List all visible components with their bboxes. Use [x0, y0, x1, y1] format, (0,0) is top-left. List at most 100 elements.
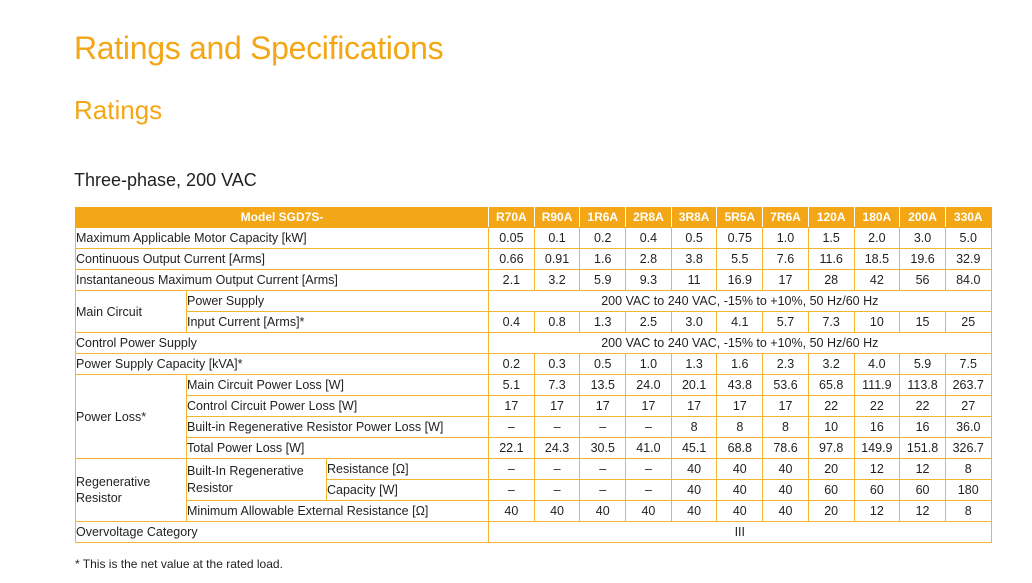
table-row: Maximum Applicable Motor Capacity [kW] 0… — [74, 227, 992, 249]
table-cell: 2.8 — [625, 248, 672, 270]
table-cell: 11.6 — [807, 248, 855, 270]
table-cell: 3.2 — [807, 353, 855, 375]
table-cell: 17 — [670, 395, 718, 417]
table-cell: 24.0 — [625, 374, 672, 396]
table-cell: – — [488, 416, 535, 438]
model-column-header: 3R8A — [670, 207, 718, 228]
table-cell: 40 — [762, 479, 809, 501]
row-label: Capacity [W] — [325, 479, 490, 501]
table-cell: 5.9 — [579, 269, 627, 291]
table-cell: 40 — [625, 500, 672, 522]
table-cell: 11 — [670, 269, 718, 291]
table-cell: 40 — [579, 500, 627, 522]
row-group-label: Main Circuit — [75, 290, 187, 333]
model-column-header: R90A — [533, 207, 581, 228]
table-cell: 1.3 — [670, 353, 718, 375]
table-cell: 0.8 — [533, 311, 581, 333]
row-label: Power Supply Capacity [kVA]* — [74, 353, 490, 375]
page-subtitle: Ratings — [74, 95, 163, 125]
model-header: Model SGD7S- — [74, 207, 490, 228]
table-cell: 17 — [762, 269, 809, 291]
table-cell: 17 — [579, 395, 627, 417]
table-cell: 263.7 — [944, 374, 992, 396]
table-cell: 2.1 — [488, 269, 535, 291]
builtin-label-line2: Resistor — [187, 480, 233, 495]
table-cell: 0.1 — [533, 227, 581, 249]
table-cell: 15 — [899, 311, 946, 333]
table-cell: 40 — [716, 458, 764, 480]
table-cell: 5.1 — [488, 374, 535, 396]
table-row: Input Current [Arms]* 0.4 0.8 1.3 2.5 3.… — [76, 311, 992, 333]
table-cell: III — [488, 521, 992, 543]
table-cell: – — [625, 479, 672, 501]
table-cell: 2.3 — [762, 353, 809, 375]
table-cell: 60 — [899, 479, 946, 501]
page-title: Ratings and Specifications — [74, 30, 444, 66]
row-label: Built-in Regenerative Resistor Power Los… — [185, 416, 490, 438]
table-cell: – — [579, 458, 627, 480]
table-cell: 53.6 — [762, 374, 809, 396]
table-row: Total Power Loss [W] 22.1 24.3 30.5 41.0… — [76, 437, 992, 459]
table-cell: 20 — [807, 500, 855, 522]
table-cell: 42 — [853, 269, 901, 291]
table-row: Built-in Regenerative Resistor Power Los… — [76, 416, 992, 438]
row-label: Resistance [Ω] — [325, 458, 490, 480]
table-cell: 16.9 — [716, 269, 764, 291]
table-cell: 8 — [762, 416, 809, 438]
table-cell: 17 — [762, 395, 809, 417]
table-cell: 22 — [853, 395, 901, 417]
row-label: Main Circuit Power Loss [W] — [185, 374, 490, 396]
table-cell: 22 — [899, 395, 946, 417]
table-row: Regenerative Resistor Built-In Regenerat… — [75, 458, 992, 522]
table-cell: 8 — [670, 416, 718, 438]
model-column-header: 120A — [807, 207, 855, 228]
row-label: Instantaneous Maximum Output Current [Ar… — [74, 269, 490, 291]
table-cell: 32.9 — [944, 248, 992, 270]
table-row: Minimum Allowable External Resistance [Ω… — [76, 500, 992, 522]
table-cell: 20.1 — [670, 374, 718, 396]
table-row: Power Loss* Main Circuit Power Loss [W] … — [75, 374, 992, 459]
table-cell: 84.0 — [944, 269, 992, 291]
table-cell: – — [579, 479, 627, 501]
table-cell: 0.5 — [579, 353, 627, 375]
table-cell: 2.5 — [625, 311, 672, 333]
table-cell: 149.9 — [853, 437, 901, 459]
table-cell: 111.9 — [853, 374, 901, 396]
row-label: Maximum Applicable Motor Capacity [kW] — [74, 227, 490, 249]
table-cell: 10 — [807, 416, 855, 438]
table-header-row: Model SGD7S- R70A R90A 1R6A 2R8A 3R8A 5R… — [74, 207, 992, 228]
table-cell: 40 — [670, 458, 718, 480]
table-row: Continuous Output Current [Arms] 0.66 0.… — [74, 248, 992, 270]
model-column-header: 7R6A — [762, 207, 809, 228]
table-row: Power Supply Capacity [kVA]* 0.2 0.3 0.5… — [74, 353, 992, 375]
table-row: Control Power Supply 200 VAC to 240 VAC,… — [74, 332, 992, 354]
table-cell: 1.5 — [807, 227, 855, 249]
table-cell: 1.3 — [579, 311, 627, 333]
row-label: Control Circuit Power Loss [W] — [185, 395, 490, 417]
table-cell: 18.5 — [853, 248, 901, 270]
table-cell: – — [533, 458, 581, 480]
table-cell: 8 — [944, 458, 992, 480]
table-cell: 40 — [670, 479, 718, 501]
table-cell: 7.3 — [807, 311, 855, 333]
table-cell: – — [625, 458, 672, 480]
table-cell: 0.75 — [716, 227, 764, 249]
table-cell: 24.3 — [533, 437, 581, 459]
table-cell: 326.7 — [944, 437, 992, 459]
table-cell: 30.5 — [579, 437, 627, 459]
row-group-label: Regenerative Resistor — [75, 458, 187, 522]
table-cell: 200 VAC to 240 VAC, -15% to +10%, 50 Hz/… — [488, 332, 992, 354]
table-cell: 40 — [762, 458, 809, 480]
table-cell: 28 — [807, 269, 855, 291]
table-cell: 19.6 — [899, 248, 946, 270]
model-column-header: 180A — [853, 207, 901, 228]
model-column-header: 5R5A — [716, 207, 764, 228]
regen-label-line2: Resistor — [76, 491, 122, 505]
table-cell: 0.66 — [488, 248, 535, 270]
table-cell: 17 — [533, 395, 581, 417]
table-cell: 36.0 — [944, 416, 992, 438]
table-cell: 43.8 — [716, 374, 764, 396]
table-cell: – — [533, 479, 581, 501]
table-row: Capacity [W] – – – – 40 40 40 60 60 60 1… — [76, 479, 992, 501]
table-cell: 5.5 — [716, 248, 764, 270]
